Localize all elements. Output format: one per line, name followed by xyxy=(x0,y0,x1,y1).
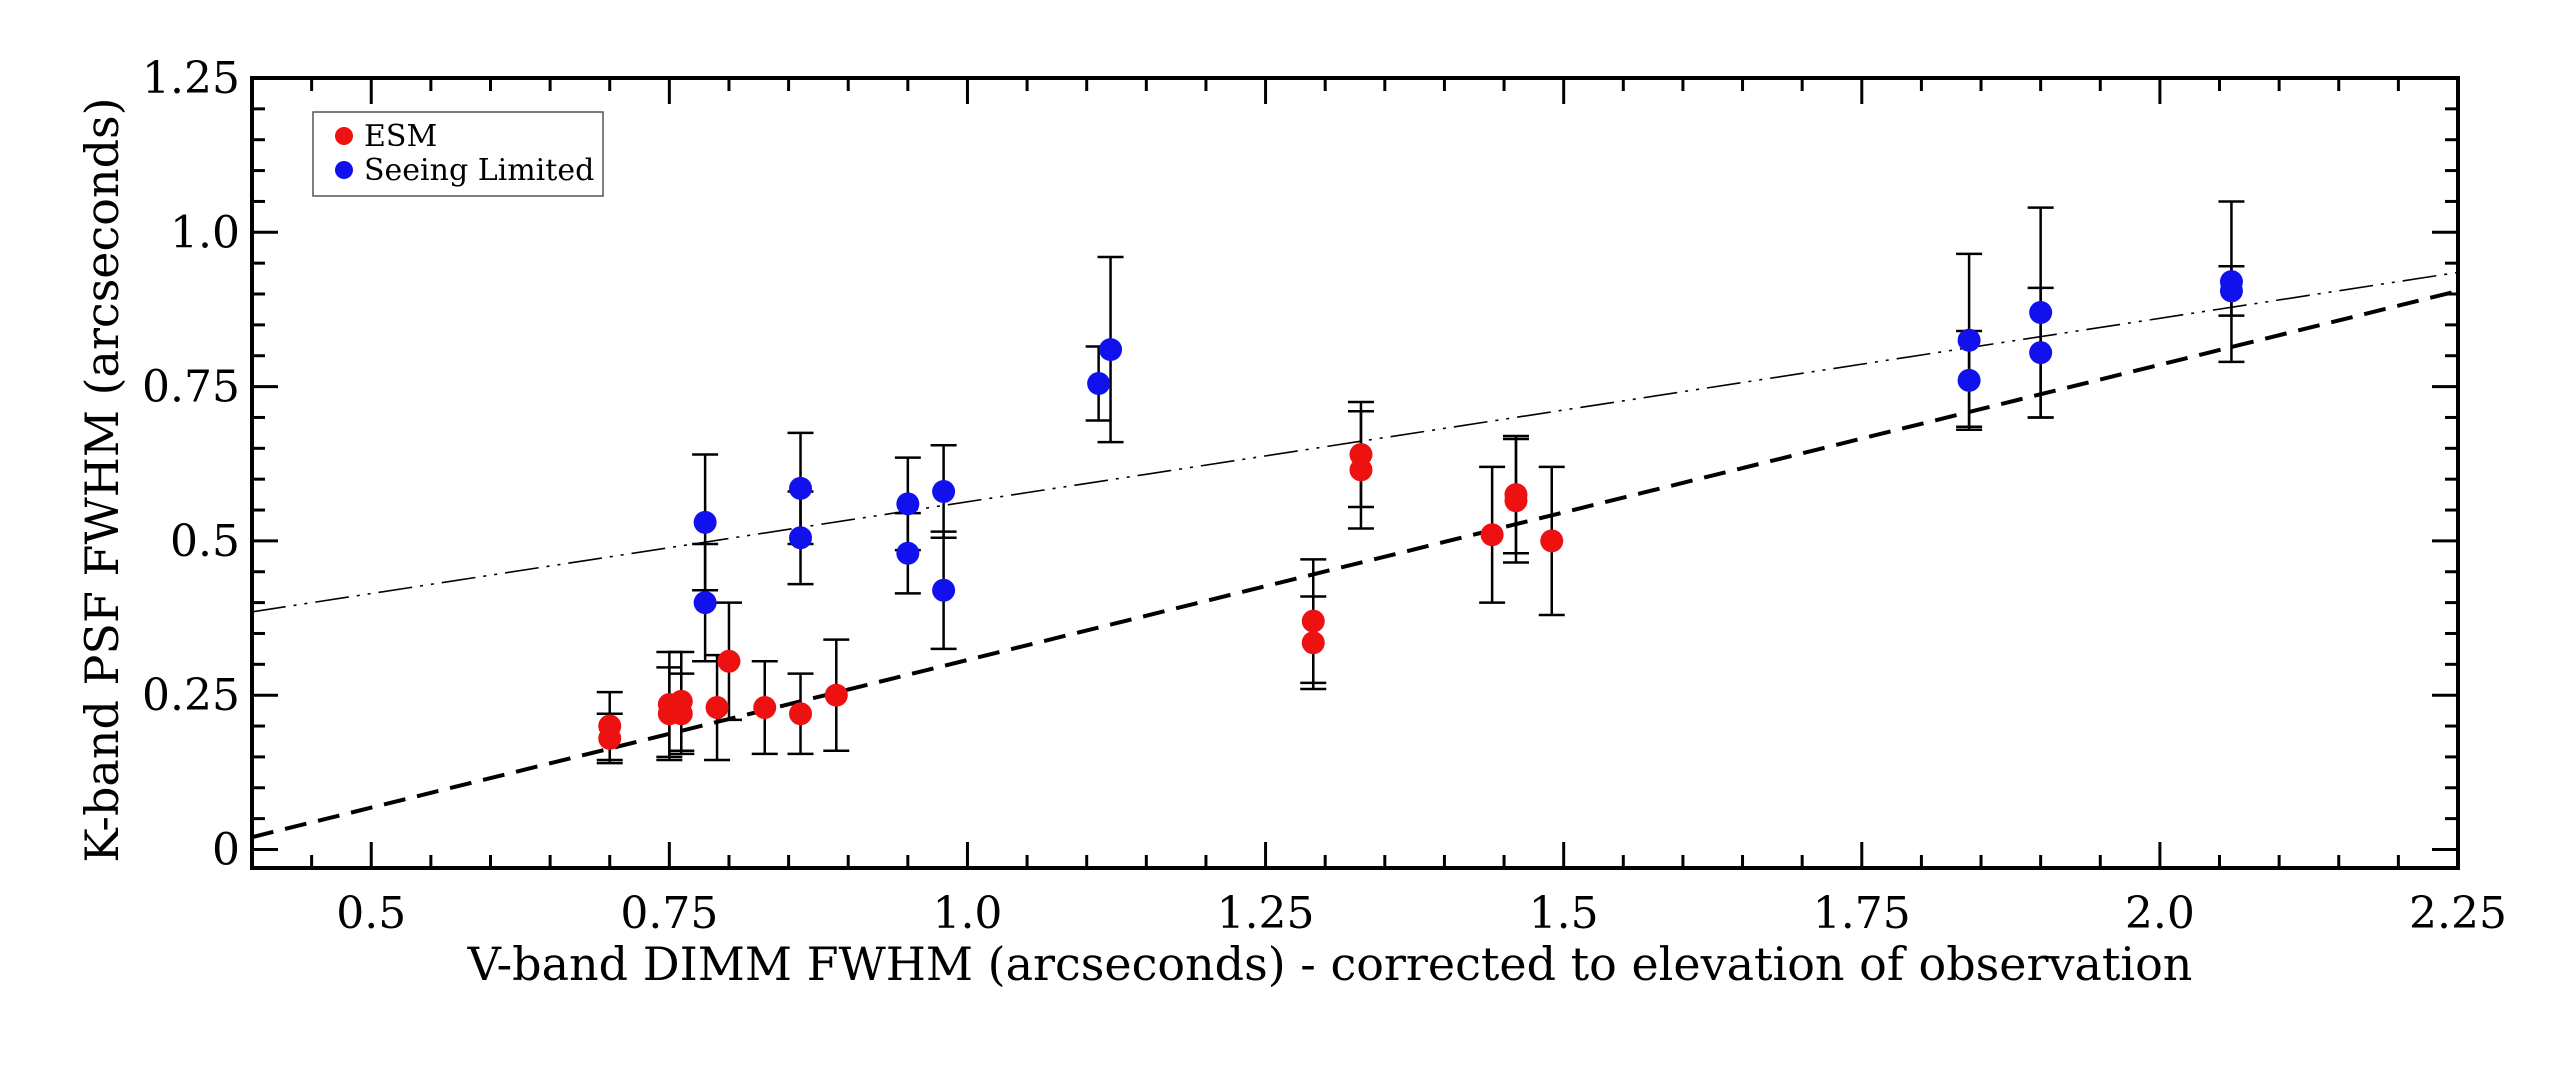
y-tick-label: 0 xyxy=(212,824,240,875)
y-axis-title: K-band PSF FWHM (arcseconds) xyxy=(75,97,129,862)
y-tick-label: 1.0 xyxy=(170,207,240,258)
point-esm xyxy=(598,714,622,738)
point-esm xyxy=(1301,631,1325,655)
point-esm xyxy=(1540,529,1564,553)
point-seeing-limited xyxy=(932,480,956,504)
point-seeing-limited xyxy=(896,492,920,516)
point-seeing-limited xyxy=(1099,338,1123,362)
plot-frame xyxy=(250,76,2460,870)
point-seeing-limited xyxy=(789,476,813,500)
legend-marker-esm xyxy=(335,127,353,145)
error-bars xyxy=(596,200,2245,765)
y-tick-label: 0.25 xyxy=(142,670,240,721)
point-esm xyxy=(717,649,741,673)
point-esm xyxy=(669,689,693,713)
x-tick-label: 1.25 xyxy=(1217,888,1315,939)
point-esm xyxy=(1349,442,1373,466)
axis-ticks xyxy=(250,76,2460,868)
legend-label-seeing-limited: Seeing Limited xyxy=(364,153,594,188)
point-esm xyxy=(753,696,777,720)
point-esm xyxy=(789,702,813,726)
reference-lines xyxy=(251,271,2459,840)
reference-line-dashed xyxy=(251,288,2459,840)
x-tick-label: 2.0 xyxy=(2125,888,2195,939)
y-tick-label: 0.5 xyxy=(170,516,240,567)
point-esm xyxy=(1504,483,1528,507)
point-seeing-limited xyxy=(693,510,717,534)
x-tick-label: 0.5 xyxy=(336,888,406,939)
point-seeing-limited xyxy=(2029,301,2053,325)
point-seeing-limited xyxy=(1957,368,1981,392)
y-tick-label: 1.25 xyxy=(142,53,240,104)
point-seeing-limited xyxy=(2029,341,2053,365)
point-seeing-limited xyxy=(2219,279,2243,303)
x-tick-label: 0.75 xyxy=(620,888,718,939)
x-axis-title: V-band DIMM FWHM (arcseconds) - correcte… xyxy=(467,937,2193,991)
x-tick-label: 1.75 xyxy=(1813,888,1911,939)
point-seeing-limited xyxy=(789,526,813,550)
point-seeing-limited xyxy=(932,578,956,602)
y-tick-label: 0.75 xyxy=(142,362,240,413)
point-seeing-limited xyxy=(896,541,920,565)
point-seeing-limited xyxy=(1957,328,1981,352)
point-esm xyxy=(824,683,848,707)
reference-line-dash-dot xyxy=(251,271,2459,613)
x-tick-label: 2.25 xyxy=(2409,888,2507,939)
point-esm xyxy=(1480,523,1504,547)
x-tick-label: 1.0 xyxy=(932,888,1002,939)
point-seeing-limited xyxy=(1087,372,1111,396)
legend: ESM Seeing Limited xyxy=(312,111,604,197)
point-esm xyxy=(1301,609,1325,633)
legend-label-esm: ESM xyxy=(364,119,437,154)
point-seeing-limited xyxy=(693,591,717,615)
x-tick-label: 1.5 xyxy=(1529,888,1599,939)
legend-box xyxy=(312,111,604,197)
tick-labels: 0.5 0.75 1.0 1.25 1.5 1.75 2.0 2.25 0 0.25 0.5 0.75… xyxy=(142,53,2507,939)
legend-marker-seeing-limited xyxy=(335,161,353,179)
data-points xyxy=(598,270,2243,750)
point-esm xyxy=(705,696,729,720)
